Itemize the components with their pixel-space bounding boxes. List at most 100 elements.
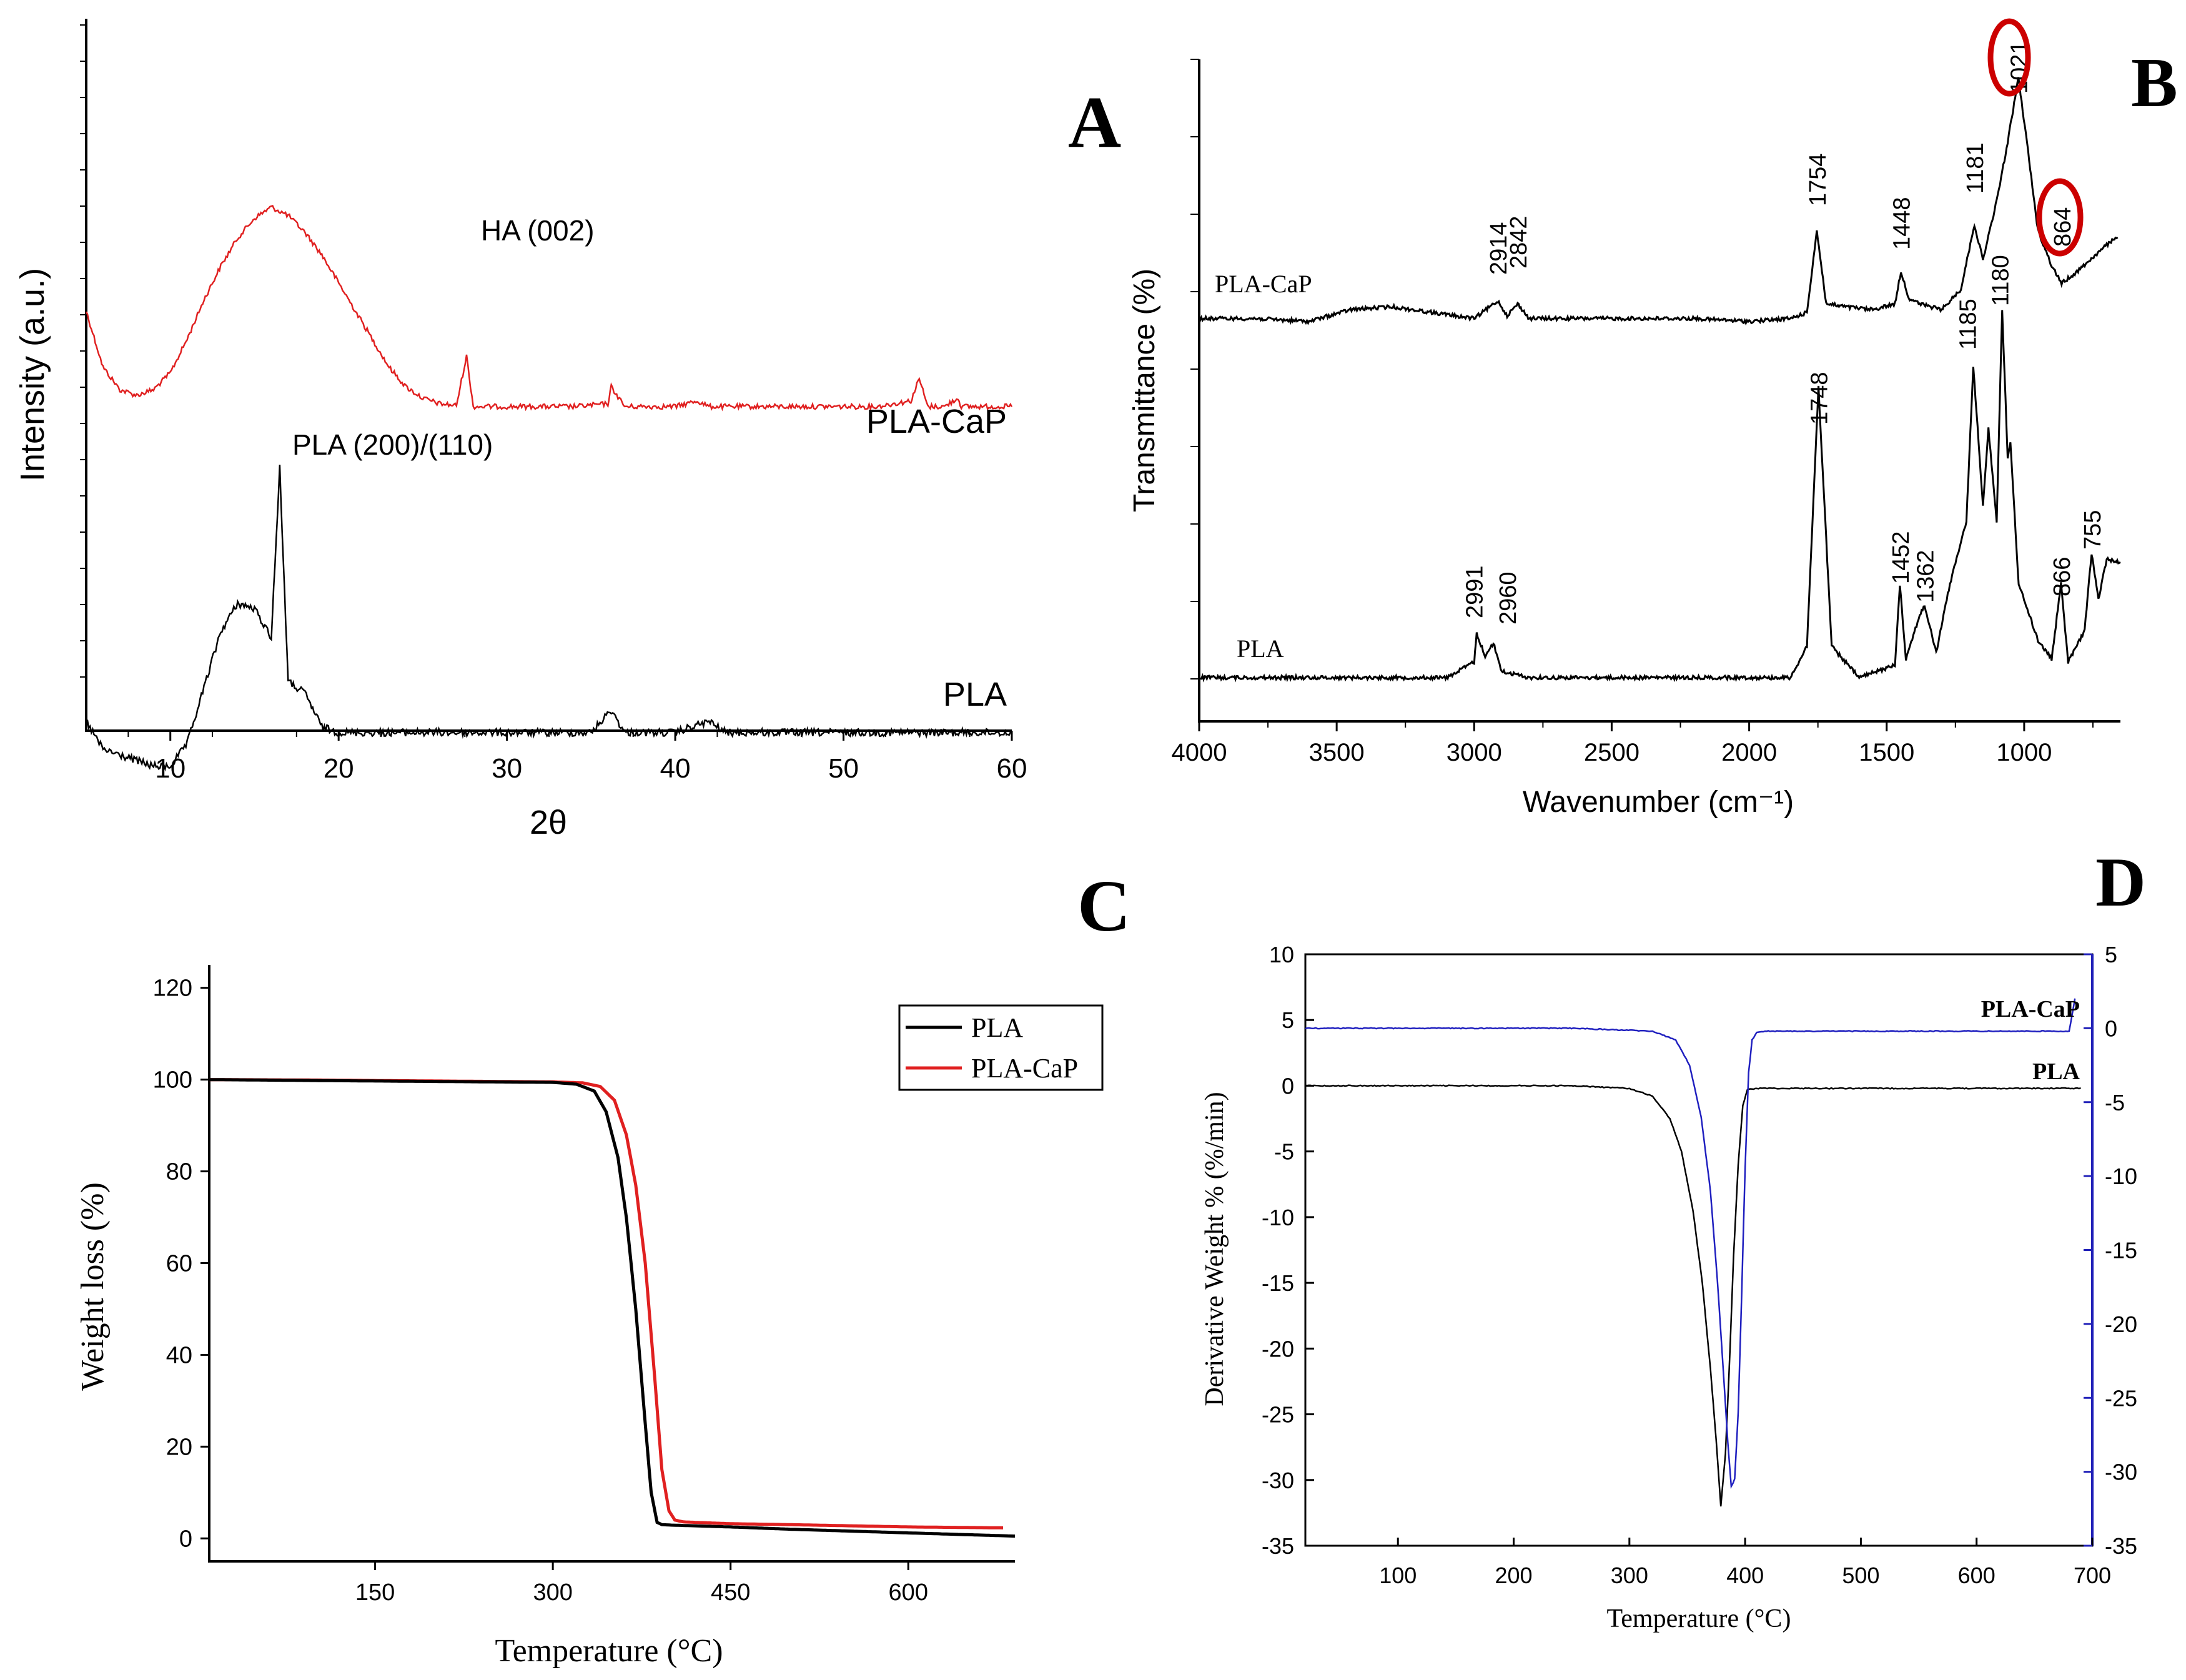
panel-b-y-axis-label: Transmittance (%) <box>1128 269 1161 512</box>
panel-b-x-tick-label: 3000 <box>1447 739 1502 766</box>
panel-a-x-tick-label: 40 <box>660 753 691 784</box>
panel-d-left-tick-label: 0 <box>1282 1073 1294 1099</box>
panel-d-lines <box>1305 998 2081 1507</box>
panel-a-series-pla-cap <box>85 205 1013 412</box>
panel-d-right-tick-label: -10 <box>2105 1164 2137 1189</box>
panel-b-peak-label-pla-cap: 864 <box>2050 207 2076 247</box>
panel-d-left-ticks: -35 -30 -25 -20 -15 -10 -5 0 5 10 <box>1262 942 1314 1559</box>
panel-b-peak-label-pla: 2991 <box>1461 565 1488 618</box>
panel-d-right-tick-label: -30 <box>2105 1460 2137 1485</box>
panel-b-lines <box>1198 77 2121 683</box>
panel-c-y-tick-label: 60 <box>166 1251 192 1277</box>
panel-d-right-tick-label: -20 <box>2105 1312 2137 1337</box>
panel-a-x-tick-label: 60 <box>997 753 1027 784</box>
panel-c-lines <box>209 1078 1016 1538</box>
panel-a-series-label-pla-cap: PLA-CaP <box>866 403 1007 440</box>
panel-b-peak-label-pla: 1185 <box>1955 299 1981 350</box>
panel-c-y-tick-label: 20 <box>166 1434 192 1460</box>
panel-d-left-tick-label: 10 <box>1269 942 1294 967</box>
panel-b-x-tick-label: 4000 <box>1172 739 1227 766</box>
panel-a-axes <box>85 19 1012 732</box>
panel-b-peak-label-pla: 755 <box>2080 510 2106 550</box>
panel-c-x-tick-label: 450 <box>711 1579 750 1606</box>
panel-d-right-tick-label: -15 <box>2105 1238 2137 1263</box>
panel-d-x-tick-label: 700 <box>2074 1563 2111 1588</box>
panel-d-series-pla-cap <box>1305 998 2076 1490</box>
panel-d-right-tick-label: 0 <box>2105 1015 2117 1041</box>
panel-b-x-tick-label: 1500 <box>1859 739 1914 766</box>
panel-c-series-pla <box>209 1078 1016 1538</box>
panel-b-peak-label-pla-cap: 1181 <box>1962 142 1989 194</box>
panel-c-y-axis-label: Weight loss (%) <box>75 1182 111 1391</box>
panel-d-right-tick-label: 5 <box>2105 942 2117 967</box>
panel-a-letter: A <box>1068 81 1121 163</box>
panel-b-series-pla-cap <box>1198 77 2119 326</box>
panel-d-x-tick-label: 300 <box>1611 1563 1648 1588</box>
panel-d-x-axis-label: Temperature (°C) <box>1607 1604 1791 1633</box>
panel-a-series-pla <box>86 465 1012 772</box>
panel-a-lines <box>85 205 1013 772</box>
panel-b-peak-label-pla: 1748 <box>1807 372 1833 425</box>
panel-a-x-tick-label: 50 <box>828 753 859 784</box>
panel-b-x-tick-label: 2000 <box>1721 739 1777 766</box>
panel-d-left-tick-label: -20 <box>1262 1336 1294 1361</box>
panel-a-y-axis-label: Intensity (a.u.) <box>14 268 51 482</box>
panel-c-x-tick-label: 600 <box>889 1579 928 1606</box>
panel-b-x-tick-label: 3500 <box>1309 739 1365 766</box>
panel-d: 100 200 300 400 500 600 700 -35-30-25-20-15-10… <box>1200 844 2146 1633</box>
panel-d-right-tick-label: -25 <box>2105 1385 2137 1411</box>
panel-d-x-ticks: 100 200 300 400 500 600 700 <box>1379 1538 2111 1588</box>
panel-c-series-pla-cap <box>209 1078 1004 1529</box>
panel-c-x-tick-label: 150 <box>355 1579 395 1606</box>
panel-c-y-tick-label: 40 <box>166 1342 192 1368</box>
panel-c-letter: C <box>1077 865 1130 947</box>
panel-a-annotation-ha: HA (002) <box>481 214 595 247</box>
panel-d-left-tick-label: 5 <box>1282 1007 1294 1033</box>
panel-b-series-label-pla: PLA <box>1237 635 1284 663</box>
panel-b-peak-label-pla-cap: 1754 <box>1805 153 1831 206</box>
panel-b-peak-label-pla-cap: 2842 <box>1506 215 1532 269</box>
panel-b-peak-label-pla: 866 <box>2049 557 2075 596</box>
panel-a-x-ticks: 10 20 30 40 50 60 <box>127 731 1027 784</box>
panel-d-series-pla <box>1305 1084 2081 1507</box>
panel-b-x-ticks: 4000 3500 3000 2500 2000 1500 1000 <box>1172 721 2094 766</box>
panel-b-x-tick-label: 1000 <box>1996 739 2052 766</box>
panel-d-series-label-pla: PLA <box>2032 1059 2080 1085</box>
panel-a-y-ticks <box>80 24 86 678</box>
panel-d-x-tick-label: 100 <box>1379 1563 1417 1588</box>
panel-d-left-tick-label: -30 <box>1262 1468 1294 1493</box>
panel-d-left-tick-label: -25 <box>1262 1402 1294 1428</box>
legend-label-pla: PLA <box>971 1012 1023 1043</box>
panel-b-x-tick-label: 2500 <box>1584 739 1640 766</box>
panel-a-x-axis-label: 2θ <box>530 804 567 841</box>
panel-c-y-tick-label: 100 <box>153 1067 192 1094</box>
panel-b-peak-label-pla: 2960 <box>1495 571 1521 625</box>
panel-c-y-tick-label: 120 <box>153 976 192 1002</box>
panel-a-x-tick-label: 20 <box>324 753 354 784</box>
panel-c-legend: PLA PLA-CaP <box>898 1004 1104 1091</box>
panel-b-highlight-1021 <box>1987 18 2031 97</box>
panel-d-x-tick-label: 400 <box>1726 1563 1764 1588</box>
panel-d-x-tick-label: 600 <box>1958 1563 1996 1588</box>
panel-d-right-tick-label: -35 <box>2105 1533 2137 1559</box>
panel-d-left-tick-label: -35 <box>1262 1533 1294 1559</box>
panel-d-series-label-pla-cap: PLA-CaP <box>1981 996 2080 1022</box>
panel-a-annotation-pla-peak: PLA (200)/(110) <box>292 428 493 461</box>
panel-c-y-ticks: 0 20 40 60 80 100 120 <box>153 976 209 1552</box>
panel-d-letter: D <box>2095 844 2146 921</box>
panel-d-left-tick-label: -10 <box>1262 1205 1294 1230</box>
panel-b-series-pla <box>1199 310 2121 683</box>
panel-d-right-tick-label: -5 <box>2105 1090 2125 1115</box>
panel-c-x-ticks: 150 300 450 600 <box>355 1561 928 1606</box>
panel-b-peak-label-pla: 1452 <box>1888 531 1914 584</box>
panel-b-peak-label-pla: 1362 <box>1913 550 1939 603</box>
panel-b-x-axis-label: Wavenumber (cm⁻¹) <box>1523 786 1794 819</box>
panel-d-x-tick-label: 500 <box>1842 1563 1879 1588</box>
panel-b-peak-label-pla: 1180 <box>1988 255 2014 306</box>
panel-b-series-label-pla-cap: PLA-CaP <box>1215 270 1312 298</box>
panel-b-highlight-864 <box>2036 178 2084 257</box>
panel-c: 150 300 450 600 0 20 40 60 80 100 120 PLA PLA-CaP… <box>75 865 1130 1669</box>
panel-d-x-tick-label: 200 <box>1495 1563 1532 1588</box>
